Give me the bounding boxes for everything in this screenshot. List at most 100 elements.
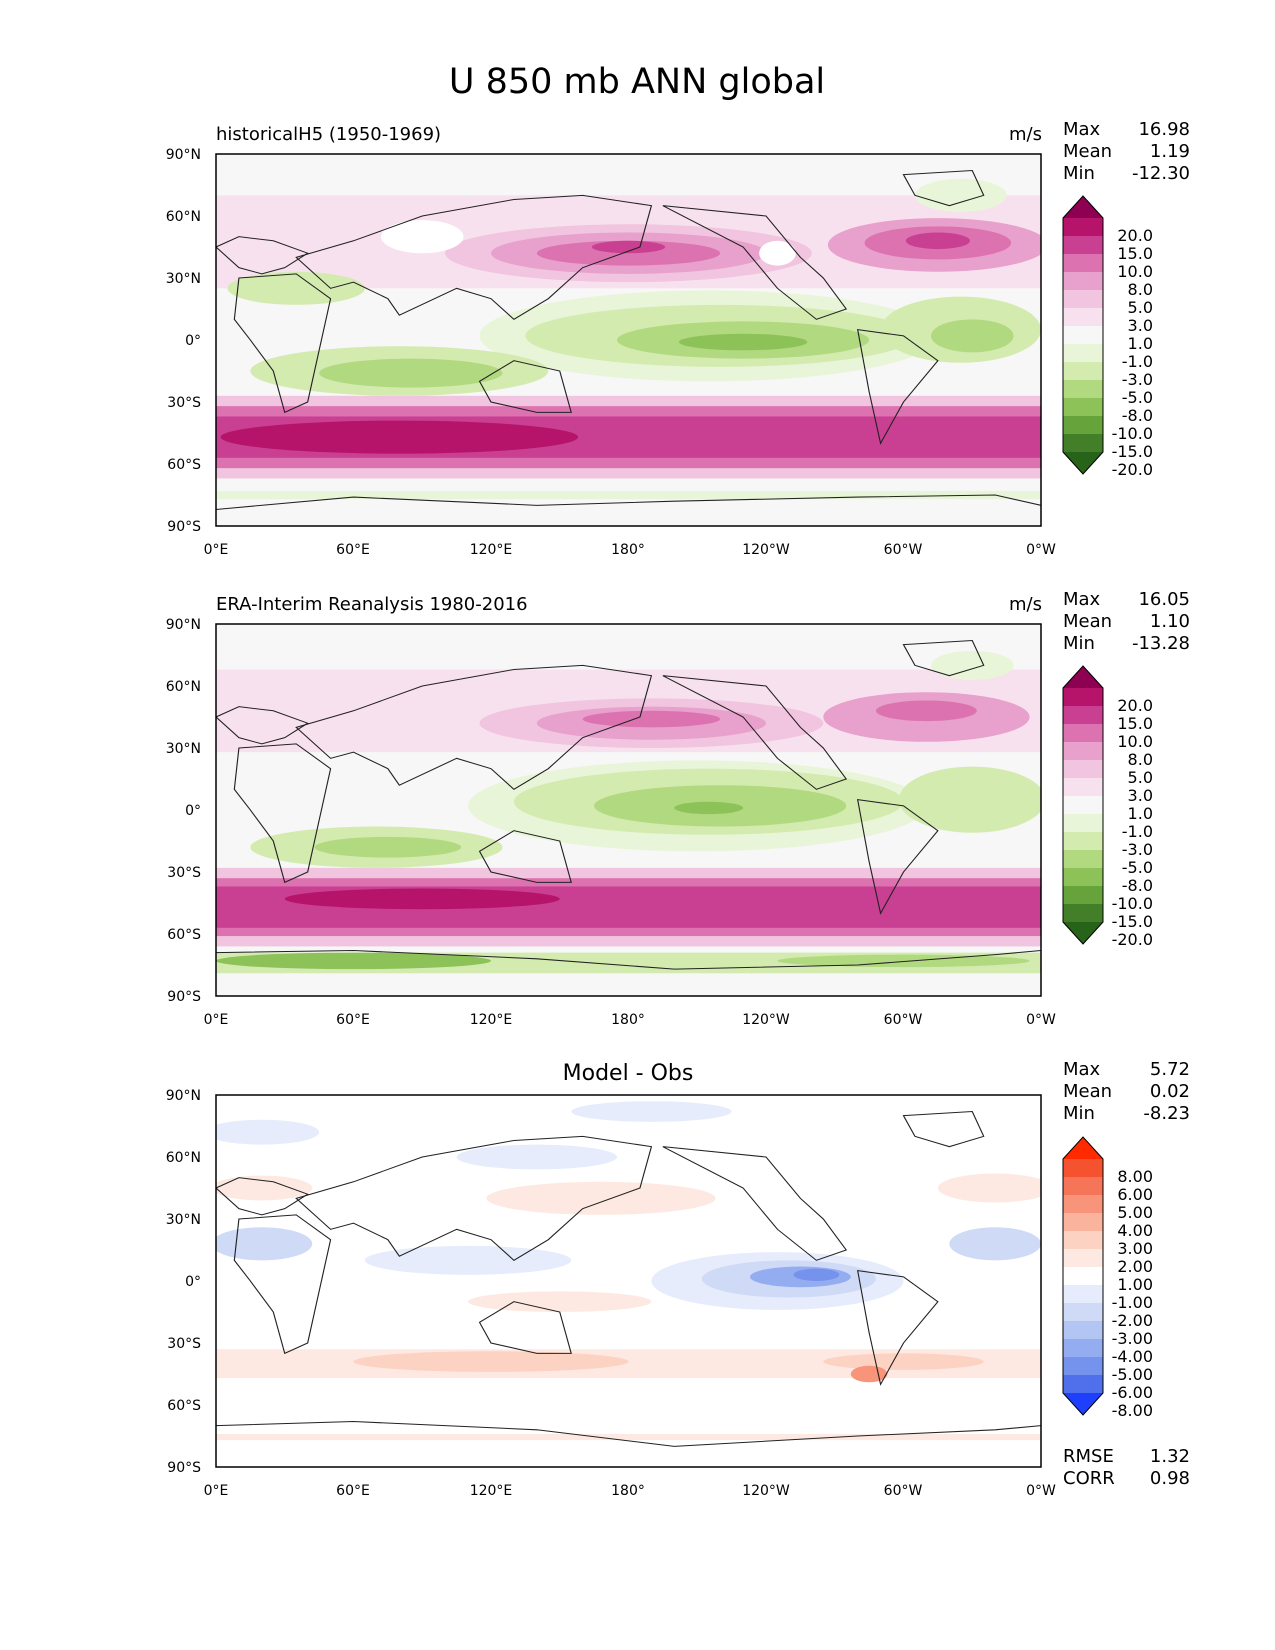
lon-tick-label: 0°W [1026, 1012, 1056, 1028]
map-plot [216, 624, 1041, 996]
stats: Max 16.98 Mean 1.19 Min -12.30 [1063, 119, 1190, 184]
colorbar-swatch [1063, 416, 1103, 435]
lat-tick-label: 0° [185, 803, 201, 819]
panel-obs: ERA-Interim Reanalysis 1980-2016 m/s Max… [166, 589, 1190, 1028]
colorbar-swatch [1063, 850, 1103, 869]
panel-center-title: Model - Obs [563, 1061, 694, 1086]
lat-tick-label: 30°N [166, 271, 201, 287]
lat-tick-labels: 90°N 60°N 30°N 0° 30°S 60°S 90°S [166, 617, 201, 1005]
colorbar-swatch [1063, 796, 1103, 815]
colorbar-swatch [1063, 742, 1103, 761]
stats: Max 16.05 Mean 1.10 Min -13.28 [1063, 589, 1190, 654]
lat-tick-label: 60°S [167, 927, 201, 943]
colorbar-tick-label: -5.0 [1122, 858, 1153, 877]
colorbar-swatch [1063, 1195, 1103, 1214]
stat-label: Mean [1063, 1081, 1112, 1102]
panel-left-title: ERA-Interim Reanalysis 1980-2016 [216, 594, 528, 615]
lon-tick-label: 120°E [470, 1483, 513, 1499]
lon-tick-label: 120°E [470, 1012, 513, 1028]
panel-units: m/s [1009, 594, 1042, 615]
colorbar: 8.006.005.004.003.002.001.00-1.00-2.00-3… [1062, 1136, 1153, 1420]
colorbar-tick-label: -5.0 [1122, 388, 1153, 407]
colorbar-outline [1062, 1136, 1104, 1416]
lat-tick-label: 60°S [167, 457, 201, 473]
lat-tick-labels: 90°N 60°N 30°N 0° 30°S 60°S 90°S [166, 1088, 201, 1476]
colorbar-tick-label: 5.0 [1128, 298, 1153, 317]
colorbar-swatch [1063, 434, 1103, 453]
lon-tick-labels: 0°E 60°E 120°E 180° 120°W 60°W 0°W [204, 542, 1056, 558]
stat-label: Min [1063, 163, 1095, 184]
colorbar-swatch [1063, 706, 1103, 725]
colorbar-swatch [1063, 344, 1103, 363]
colorbar-swatch [1063, 1339, 1103, 1358]
lon-tick-label: 120°W [742, 542, 790, 558]
colorbar-tick-label: -3.0 [1122, 370, 1153, 389]
lon-tick-labels: 0°E 60°E 120°E 180° 120°W 60°W 0°W [204, 1483, 1056, 1499]
stat-label: Min [1063, 633, 1095, 654]
colorbar-tick-label: 20.0 [1117, 696, 1153, 715]
stat-value: 0.02 [1150, 1081, 1190, 1102]
stat-label: Min [1063, 1103, 1095, 1124]
metric-value: 0.98 [1150, 1468, 1190, 1489]
colorbar-tick-label: 5.0 [1128, 768, 1153, 787]
colorbar-tick-label: 3.00 [1117, 1239, 1153, 1258]
panel-diff: Model - Obs Max 5.72 Mean 0.02 Min -8.23 [166, 1059, 1190, 1499]
colorbar-swatch [1063, 1303, 1103, 1322]
lon-tick-label: 60°E [336, 1483, 370, 1499]
lon-tick-label: 60°E [336, 1012, 370, 1028]
colorbar-extend-max [1063, 196, 1103, 218]
colorbar: 20.015.010.08.05.03.01.0-1.0-3.0-5.0-8.0… [1062, 665, 1153, 949]
panel-units: m/s [1009, 124, 1042, 145]
lon-tick-label: 60°W [884, 542, 923, 558]
stat-value: 5.72 [1150, 1059, 1190, 1080]
colorbar-swatch [1063, 832, 1103, 851]
colorbar-swatch [1063, 760, 1103, 779]
colorbar-swatch [1063, 1375, 1103, 1394]
colorbar-swatch [1063, 724, 1103, 743]
colorbar-tick-label: 1.0 [1128, 804, 1153, 823]
colorbar-tick-label: 1.0 [1128, 334, 1153, 353]
lon-tick-label: 120°W [742, 1483, 790, 1499]
lon-tick-label: 0°W [1026, 542, 1056, 558]
lon-tick-labels: 0°E 60°E 120°E 180° 120°W 60°W 0°W [204, 1012, 1056, 1028]
metric-value: 1.32 [1150, 1446, 1190, 1467]
colorbar-tick-label: -15.0 [1112, 912, 1153, 931]
stat-label: Max [1063, 119, 1101, 140]
colorbar-tick-label: 10.0 [1117, 262, 1153, 281]
colorbar-tick-label: -8.0 [1122, 876, 1153, 895]
panel-model: historicalH5 (1950-1969) m/s Max 16.98 M… [166, 119, 1190, 558]
metric-label: RMSE [1063, 1446, 1114, 1467]
lon-tick-label: 0°E [204, 1012, 229, 1028]
lat-tick-label: 60°N [166, 209, 201, 225]
lon-tick-label: 120°E [470, 542, 513, 558]
colorbar-outline [1062, 195, 1104, 475]
colorbar-tick-label: -15.0 [1112, 442, 1153, 461]
figure-title: U 850 mb ANN global [449, 62, 825, 102]
stat-value: 1.10 [1150, 611, 1190, 632]
colorbar-tick-label: 4.00 [1117, 1221, 1153, 1240]
colorbar-tick-label: -1.0 [1122, 822, 1153, 841]
colorbar-swatch [1063, 398, 1103, 417]
stat-value: 1.19 [1150, 141, 1190, 162]
colorbar-swatch [1063, 1285, 1103, 1304]
colorbar-extend-max [1063, 666, 1103, 688]
colorbar-tick-label: -3.00 [1112, 1329, 1153, 1348]
colorbar-tick-label: -8.00 [1112, 1401, 1153, 1420]
stat-value: 16.98 [1138, 119, 1190, 140]
lat-tick-label: 0° [185, 333, 201, 349]
colorbar-swatch [1063, 308, 1103, 327]
panel-left-title: historicalH5 (1950-1969) [216, 124, 441, 145]
map-plot [216, 154, 1041, 526]
lon-tick-label: 0°W [1026, 1483, 1056, 1499]
colorbar-outline [1062, 665, 1104, 945]
colorbar-tick-label: 3.0 [1128, 316, 1153, 335]
colorbar-tick-label: -3.0 [1122, 840, 1153, 859]
colorbar-tick-label: -20.0 [1112, 930, 1153, 949]
colorbar-swatch [1063, 1177, 1103, 1196]
stats: Max 5.72 Mean 0.02 Min -8.23 [1063, 1059, 1190, 1124]
colorbar-extend-min [1063, 922, 1103, 944]
colorbar-swatch [1063, 1231, 1103, 1250]
lat-tick-label: 60°S [167, 1398, 201, 1414]
lat-tick-label: 30°N [166, 1212, 201, 1228]
lon-tick-label: 60°W [884, 1012, 923, 1028]
